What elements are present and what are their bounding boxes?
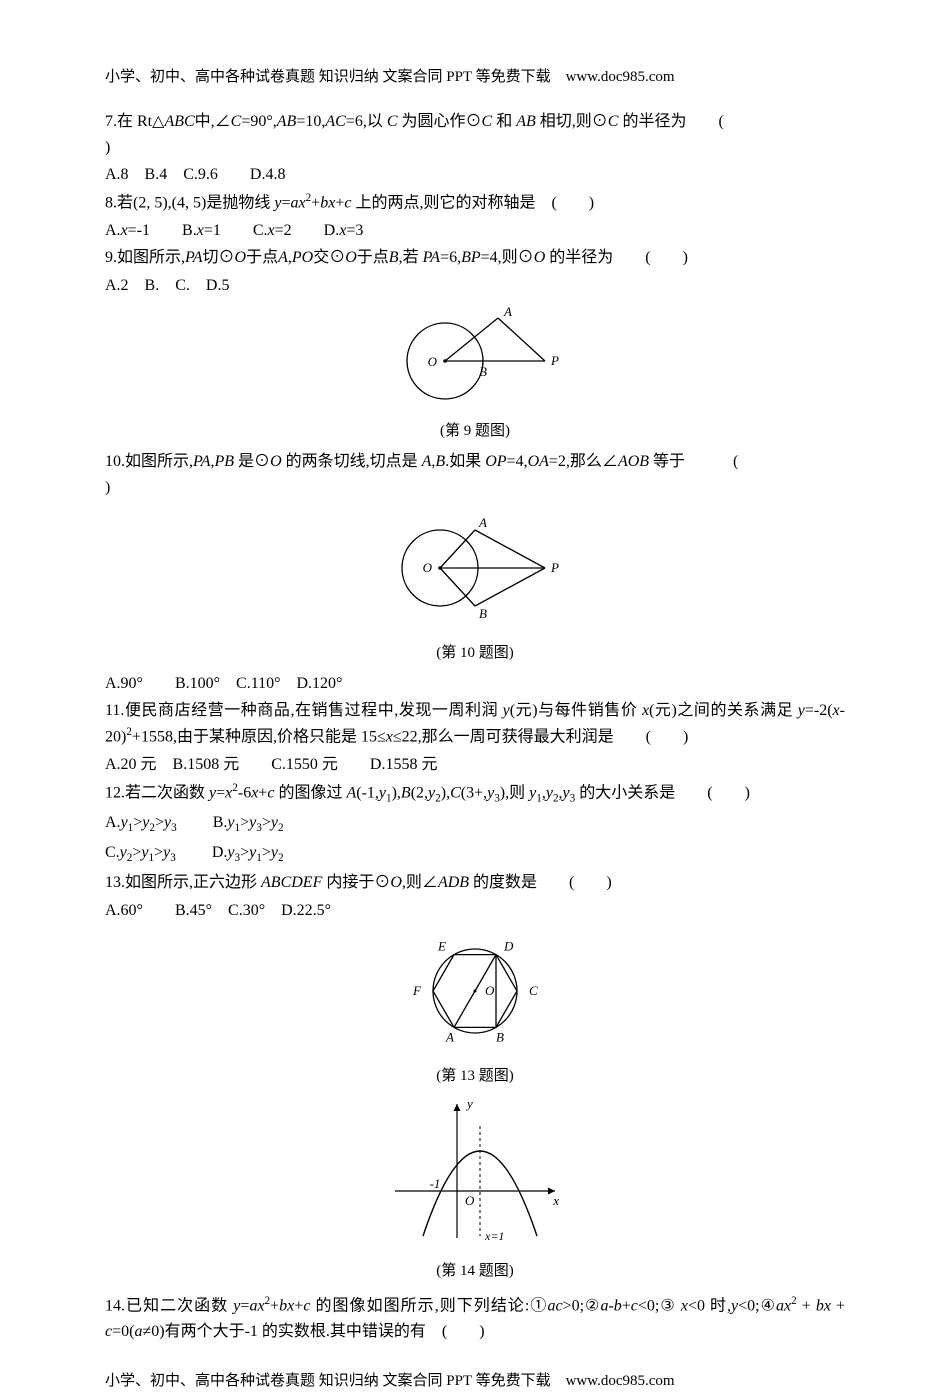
svg-text:O: O [423,560,433,575]
q14-text: 14.已知二次函数 y=ax2+bx+c 的图像如图所示,则下列结论:①ac>0… [105,1293,845,1345]
q12-options-row2: C.y2>y1>y3 D.y3>y1>y2 [105,840,845,868]
q13-figure: O A B C D E F [105,931,845,1060]
q10-caption: (第 10 题图) [105,641,845,665]
q7-text: 7.在 Rt△ABC中,∠C=90°,AB=10,AC=6,以 C 为圆心作⊙C… [105,109,845,135]
q9-options: A.2 B. C. D.5 [105,273,845,299]
question-10: 10.如图所示,PA,PB 是⊙O 的两条切线,切点是 A,B.如果 OP=4,… [105,449,845,696]
svg-text:O: O [428,354,438,369]
q13-text: 13.如图所示,正六边形 ABCDEF 内接于⊙O,则∠ADB 的度数是 ( ) [105,870,845,896]
q12-text: 12.若二次函数 y=x2-6x+c 的图像过 A(-1,y1),B(2,y2)… [105,780,845,808]
svg-text:y: y [465,1096,473,1111]
q14-svg: y x O -1 x=1 [385,1096,565,1246]
svg-text:-1: -1 [430,1176,441,1191]
q10-text: 10.如图所示,PA,PB 是⊙O 的两条切线,切点是 A,B.如果 OP=4,… [105,449,845,475]
q9-caption: (第 9 题图) [105,419,845,443]
svg-text:E: E [437,939,446,954]
svg-text:B: B [479,364,487,379]
svg-text:x: x [552,1193,559,1208]
footer-text: 小学、初中、高中各种试卷真题 知识归纳 文案合同 PPT 等免费下载 www.d… [105,1373,675,1389]
svg-text:P: P [550,560,559,575]
q11-options: A.20 元 B.1508 元 C.1550 元 D.1558 元 [105,752,845,778]
q14-caption: (第 14 题图) [105,1259,845,1283]
question-14: 14.已知二次函数 y=ax2+bx+c 的图像如图所示,则下列结论:①ac>0… [105,1293,845,1345]
q14-figure: y x O -1 x=1 [105,1096,845,1255]
q9-text: 9.如图所示,PA切⊙O于点A,PO交⊙O于点B,若 PA=6,BP=4,则⊙O… [105,245,845,271]
svg-text:x=1: x=1 [484,1229,504,1243]
header-text: 小学、初中、高中各种试卷真题 知识归纳 文案合同 PPT 等免费下载 www.d… [105,69,675,85]
q10-figure: O A B P [105,508,845,637]
question-8: 8.若(2, 5),(4, 5)是抛物线 y=ax2+bx+c 上的两点,则它的… [105,190,845,244]
q8-text: 8.若(2, 5),(4, 5)是抛物线 y=ax2+bx+c 上的两点,则它的… [105,190,845,216]
q13-options: A.60° B.45° C.30° D.22.5° [105,898,845,924]
q10-close: ) [105,475,845,501]
q13-svg: O A B C D E F [400,931,550,1051]
q10-options: A.90° B.100° C.110° D.120° [105,671,845,697]
svg-text:B: B [496,1030,504,1045]
q10-svg: O A B P [385,508,565,628]
page-footer: 小学、初中、高中各种试卷真题 知识归纳 文案合同 PPT 等免费下载 www.d… [105,1369,845,1393]
question-7: 7.在 Rt△ABC中,∠C=90°,AB=10,AC=6,以 C 为圆心作⊙C… [105,109,845,188]
svg-text:D: D [503,939,514,954]
q7-options: A.8 B.4 C.9.6 D.4.8 [105,162,845,188]
svg-text:O: O [485,983,495,998]
q13-caption: (第 13 题图) [105,1064,845,1088]
q12-options-row1: A.y1>y2>y3 B.y1>y3>y2 [105,810,845,838]
page-header: 小学、初中、高中各种试卷真题 知识归纳 文案合同 PPT 等免费下载 www.d… [105,65,845,89]
svg-text:A: A [478,515,487,530]
svg-text:P: P [550,353,559,368]
svg-text:A: A [503,306,512,319]
svg-text:B: B [479,606,487,621]
question-13: 13.如图所示,正六边形 ABCDEF 内接于⊙O,则∠ADB 的度数是 ( )… [105,870,845,1282]
svg-text:F: F [412,983,422,998]
q8-options: A.x=-1 B.x=1 C.x=2 D.x=3 [105,218,845,244]
q9-figure: O A B P [105,306,845,415]
q7-close: ) [105,135,845,161]
svg-text:A: A [445,1030,454,1045]
q9-svg: O A B P [390,306,560,406]
svg-text:O: O [465,1193,475,1208]
question-11: 11.便民商店经营一种商品,在销售过程中,发现一周利润 y(元)与每件销售价 x… [105,698,845,777]
question-12: 12.若二次函数 y=x2-6x+c 的图像过 A(-1,y1),B(2,y2)… [105,780,845,869]
svg-text:C: C [529,983,538,998]
q11-text: 11.便民商店经营一种商品,在销售过程中,发现一周利润 y(元)与每件销售价 x… [105,698,845,750]
question-9: 9.如图所示,PA切⊙O于点A,PO交⊙O于点B,若 PA=6,BP=4,则⊙O… [105,245,845,443]
